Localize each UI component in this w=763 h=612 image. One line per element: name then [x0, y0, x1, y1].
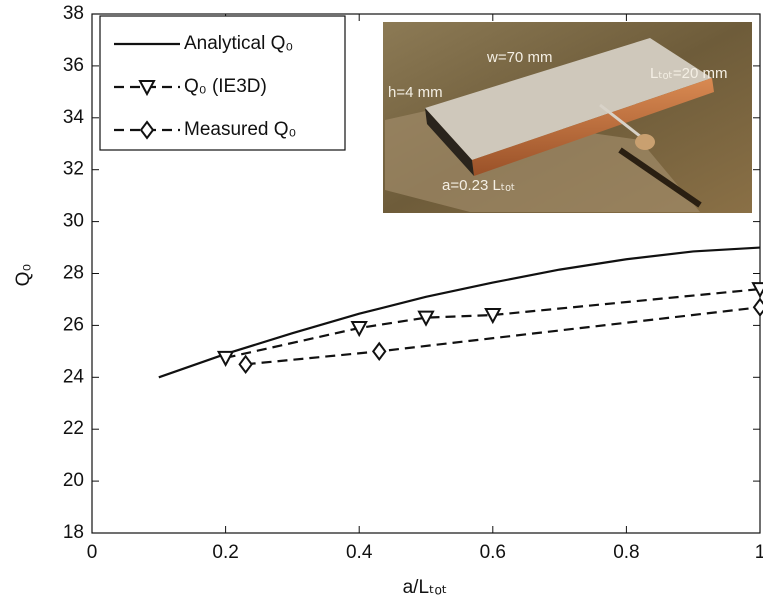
inset-photo [383, 22, 752, 213]
marker [484, 308, 502, 325]
y-tick-label: 32 [63, 159, 84, 180]
y-tick-label: 28 [63, 263, 84, 284]
y-tick-label: 38 [63, 3, 84, 24]
y-tick-label: 34 [63, 107, 85, 128]
y-axis-label: Q₀ [13, 264, 34, 287]
marker [139, 120, 155, 140]
marker [752, 297, 763, 317]
inset-label: Lₜₒₜ=20 mm [650, 65, 727, 82]
y-tick-label: 30 [63, 211, 84, 232]
legend-label: Analytical Q₀ [184, 33, 293, 54]
x-tick-label: 1 [755, 542, 763, 563]
legend-label: Q₀ (IE3D) [184, 76, 267, 97]
marker [371, 341, 387, 362]
series-line [158, 246, 761, 379]
y-tick-label: 22 [63, 418, 84, 439]
inset-label: h=4 mm [388, 84, 443, 101]
y-tick-label: 24 [63, 366, 85, 387]
y-tick-label: 20 [63, 470, 84, 491]
marker [238, 354, 253, 374]
x-axis-label: a/Lₜₒₜ [403, 577, 448, 598]
marker [216, 350, 235, 367]
x-tick-label: 0.4 [346, 542, 373, 563]
x-tick-label: 0.2 [212, 542, 238, 563]
inset-label: w=70 mm [486, 49, 552, 66]
marker [751, 282, 763, 299]
x-tick-label: 0 [87, 542, 98, 563]
marker [138, 80, 156, 97]
inset-label: a=0.23 Lₜₒₜ [442, 177, 515, 194]
series-line [225, 287, 761, 359]
y-tick-label: 18 [63, 522, 84, 543]
legend-label: Measured Q₀ [184, 119, 296, 140]
x-tick-label: 0.6 [480, 542, 506, 563]
marker [350, 320, 368, 338]
y-tick-label: 26 [63, 314, 84, 335]
marker [417, 310, 435, 327]
y-tick-label: 36 [63, 55, 84, 76]
x-tick-label: 0.8 [613, 542, 639, 563]
